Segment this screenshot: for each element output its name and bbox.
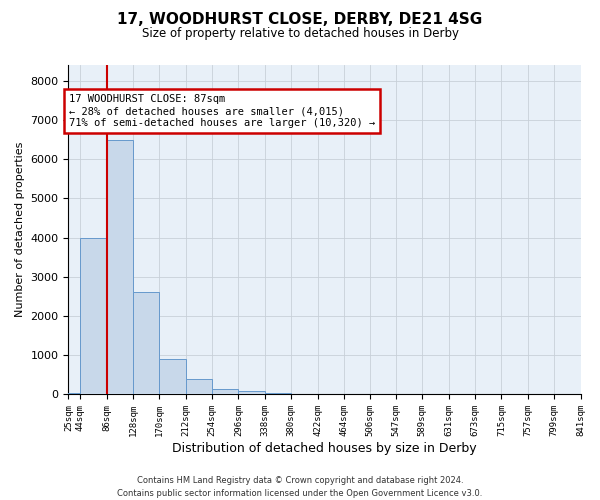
Bar <box>80 238 107 394</box>
Bar <box>238 390 265 394</box>
Text: Size of property relative to detached houses in Derby: Size of property relative to detached ho… <box>142 28 458 40</box>
X-axis label: Distribution of detached houses by size in Derby: Distribution of detached houses by size … <box>172 442 477 455</box>
Bar <box>107 140 133 394</box>
Y-axis label: Number of detached properties: Number of detached properties <box>15 142 25 318</box>
Bar <box>160 359 186 394</box>
Bar <box>212 388 238 394</box>
Text: Contains HM Land Registry data © Crown copyright and database right 2024.
Contai: Contains HM Land Registry data © Crown c… <box>118 476 482 498</box>
Bar <box>265 392 291 394</box>
Bar <box>133 292 160 394</box>
Text: 17 WOODHURST CLOSE: 87sqm
← 28% of detached houses are smaller (4,015)
71% of se: 17 WOODHURST CLOSE: 87sqm ← 28% of detac… <box>69 94 375 128</box>
Bar <box>68 392 80 394</box>
Text: 17, WOODHURST CLOSE, DERBY, DE21 4SG: 17, WOODHURST CLOSE, DERBY, DE21 4SG <box>118 12 482 28</box>
Bar <box>186 379 212 394</box>
